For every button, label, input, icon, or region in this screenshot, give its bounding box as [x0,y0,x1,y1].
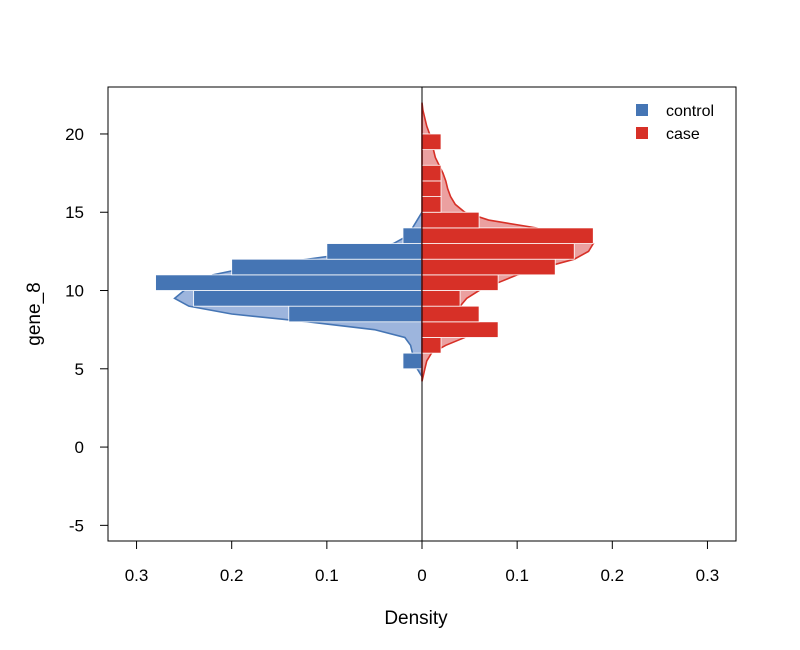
y-axis-title: gene_8 [24,282,45,345]
bar-control-12-13 [326,243,423,260]
bar-control-13-14 [402,227,423,244]
bar-case-6-7 [421,337,442,354]
x-tick-label: 0.1 [315,566,339,585]
bar-control-8-9 [288,305,423,323]
bar-case-17-18 [421,164,442,182]
bar-case-16-17 [421,180,442,197]
legend-swatch-case [636,127,648,139]
bar-case-11-12 [421,258,556,276]
bar-control-5-6 [402,352,423,370]
x-axis: 0.3 0.2 0.1 0 0.1 0.2 0.3 [125,541,720,585]
y-tick-label: 20 [65,125,84,144]
bar-case-7-8 [421,321,499,338]
x-tick-label: 0.3 [125,566,149,585]
y-tick-label: 0 [75,438,84,457]
bar-control-9-10 [193,290,423,307]
bar-case-12-13 [421,243,575,260]
y-tick-label: -5 [69,516,84,535]
legend-swatch-control [636,104,648,116]
legend: control case [636,103,714,143]
y-axis: 20 15 10 5 0 -5 [65,125,108,535]
legend-label-case: case [666,126,700,143]
bar-case-19-20 [421,133,442,151]
x-tick-label: 0.1 [505,566,529,585]
bar-case-15-16 [421,196,442,213]
y-tick-label: 5 [75,360,84,379]
bar-case-14-15 [421,211,480,229]
bar-case-13-14 [421,227,594,244]
bar-case-9-10 [421,290,461,307]
legend-label-control: control [666,103,714,120]
bar-case-8-9 [421,305,480,323]
y-tick-label: 10 [65,282,84,301]
x-tick-label: 0.3 [696,566,720,585]
y-tick-label: 15 [65,203,84,222]
bar-control-11-12 [231,258,423,276]
x-tick-label: 0.2 [220,566,244,585]
x-axis-title: Density [384,608,448,629]
plot-area [155,87,595,541]
bar-control-10-11 [155,274,423,291]
x-tick-label: 0 [417,566,426,585]
bar-case-10-11 [421,274,499,291]
x-tick-label: 0.2 [600,566,624,585]
